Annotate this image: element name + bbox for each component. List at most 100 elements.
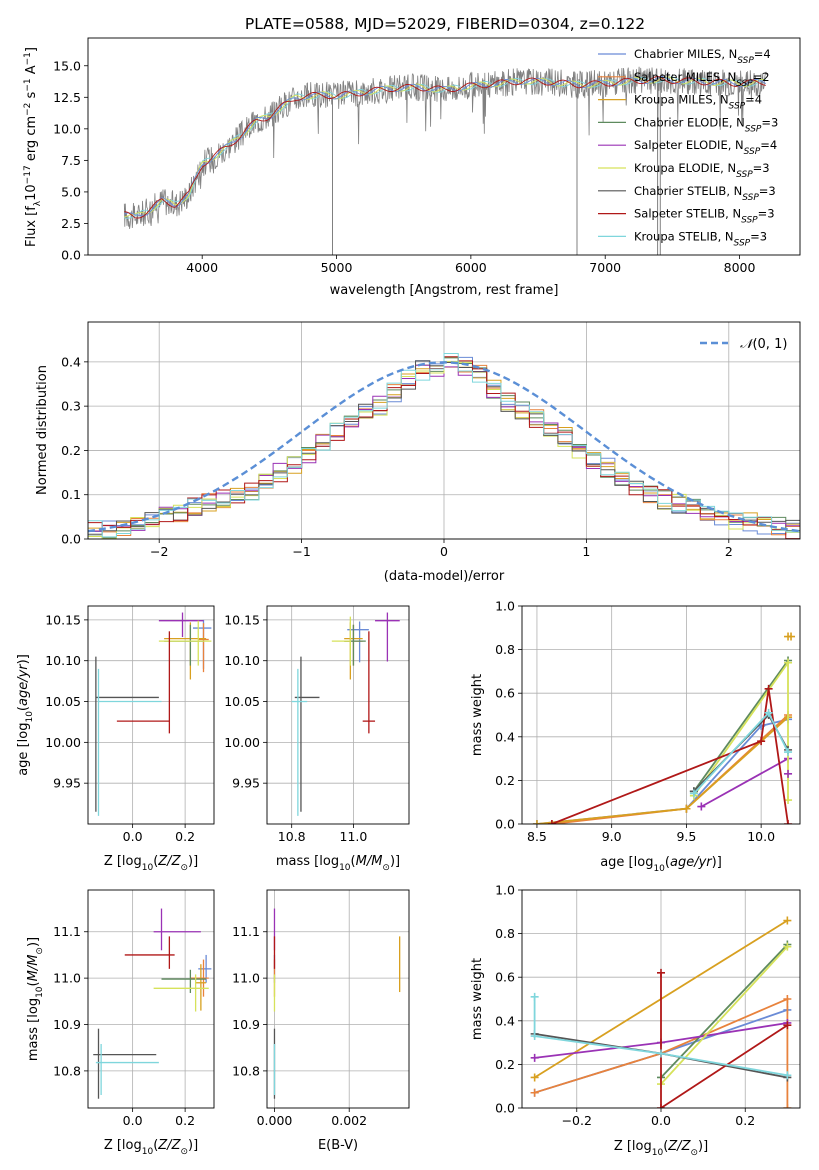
label-part: ( bbox=[663, 1139, 668, 1154]
label-part: age [log bbox=[600, 855, 653, 870]
x-tick-label: 1 bbox=[582, 544, 590, 559]
label-part: Z/Z bbox=[157, 854, 181, 869]
label-part: SSP bbox=[736, 79, 753, 89]
label-part: Z [log bbox=[614, 1139, 652, 1154]
mass-weight-point bbox=[547, 820, 556, 824]
axes-mass_vs_Z: 0.0 0.210.810.911.011.1Z [log10(Z/Z⊙)]mas… bbox=[26, 889, 215, 1157]
label-part: Kroupa ELODIE, N bbox=[634, 161, 736, 175]
axes-spectrum: 4000 5000 6000 7000 8000 0.0 2.5 5.0 7.5 10.0 12.5… bbox=[23, 37, 801, 298]
x-tick-label: 0.000 bbox=[257, 1113, 293, 1128]
label-part: =3 bbox=[758, 207, 775, 221]
y-tick-label: 1.0 bbox=[495, 599, 515, 614]
y-tick-label: 0.4 bbox=[61, 354, 81, 369]
x-tick-label: 2 bbox=[725, 544, 733, 559]
label-part: =3 bbox=[761, 115, 778, 129]
label-part: 10 bbox=[652, 1148, 664, 1158]
axes-residuals: −2 −1 0 1 2 0.0 0.1 0.2 0.3 0.4 𝒩(0, 1) (data-model… bbox=[35, 321, 801, 584]
label-part: )] bbox=[188, 854, 198, 869]
y-tick-label: 0.4 bbox=[495, 729, 515, 744]
axes-massweight_vs_Z: −0.2 0.0 0.2 0.0 0.2 0.4 0.6 0.8 1.0 Z [log10(Z/Z… bbox=[470, 883, 801, 1158]
label-part: =3 bbox=[750, 229, 767, 243]
label-part: erg cm bbox=[24, 116, 39, 165]
legend-label: Chabrier STELIB, NSSP=3 bbox=[634, 184, 776, 203]
axes-frame bbox=[266, 605, 410, 825]
y-tick-label: 12.5 bbox=[53, 90, 81, 105]
label-part: Z/Z bbox=[667, 1139, 691, 1154]
label-part: )] bbox=[712, 855, 722, 870]
mass-weight-point bbox=[783, 1071, 792, 1080]
mass-weight-line bbox=[551, 688, 789, 824]
label-part: ( bbox=[351, 854, 356, 869]
mass-weight-point bbox=[657, 1104, 665, 1108]
mass-weight-point bbox=[657, 1049, 665, 1058]
y-axis-label: Flux [fλ10−17 erg cm−2 s−1 A−1] bbox=[23, 47, 43, 247]
label-part: −1 bbox=[23, 52, 33, 65]
model-spectrum-line bbox=[124, 76, 766, 219]
label-part: =4 bbox=[760, 138, 777, 152]
y-axis-label: mass weight bbox=[470, 958, 485, 1040]
y-tick-label: 10.15 bbox=[45, 612, 81, 627]
mass-weight-point bbox=[530, 1088, 539, 1097]
y-tick-label: 10.10 bbox=[224, 653, 260, 668]
y-tick-label: 0.6 bbox=[495, 970, 515, 985]
mass-weight-line bbox=[700, 757, 789, 808]
x-tick-label: −2 bbox=[150, 544, 168, 559]
x-tick-label: 0.2 bbox=[175, 1113, 195, 1128]
x-axis-label: age [log10(age/yr)] bbox=[600, 855, 722, 874]
label-part: E(B-V) bbox=[318, 1138, 358, 1153]
label-part: ( bbox=[26, 981, 41, 986]
label-part: 10 bbox=[35, 986, 45, 998]
y-tick-label: 0.1 bbox=[61, 487, 81, 502]
mass-weight-line bbox=[660, 943, 789, 1079]
x-axis-label: Z [log10(Z/Z⊙)] bbox=[104, 854, 198, 873]
y-tick-label: 10.05 bbox=[224, 694, 260, 709]
y-tick-label: 10.10 bbox=[45, 653, 81, 668]
y-tick-label: 0.2 bbox=[495, 1057, 515, 1072]
label-part: =3 bbox=[759, 184, 776, 198]
label-part: )] bbox=[26, 937, 41, 947]
x-axis-label: mass [log10(M/M⊙)] bbox=[276, 854, 400, 873]
y-tick-label: 10.8 bbox=[232, 1063, 260, 1078]
axes-frame bbox=[87, 321, 801, 540]
plot-area bbox=[291, 612, 400, 816]
label-part: Chabrier ELODIE, N bbox=[634, 115, 745, 129]
y-tick-label: 0.2 bbox=[495, 773, 515, 788]
mass-weight-point bbox=[787, 632, 796, 641]
label-part: ( bbox=[153, 854, 158, 869]
mass-weight-point bbox=[784, 658, 793, 667]
label-part: ( bbox=[16, 706, 31, 711]
label-part: s bbox=[24, 91, 39, 102]
mass-weight-point bbox=[530, 1032, 539, 1041]
label-part: 10 bbox=[653, 864, 665, 874]
y-tick-label: 9.95 bbox=[53, 776, 81, 791]
mass-weight-line bbox=[536, 718, 789, 824]
label-part: M/M bbox=[26, 955, 41, 982]
y-tick-label: 11.0 bbox=[53, 971, 81, 986]
model-spectrum-line bbox=[124, 76, 767, 218]
y-tick-label: 10.00 bbox=[224, 735, 260, 750]
axes-mass_vs_ebv: 0.000 0.002 10.8 10.9 11.0 11.1 E(B-V) bbox=[232, 889, 410, 1153]
legend-label: Kroupa ELODIE, NSSP=3 bbox=[634, 161, 770, 180]
legend-label: Salpeter ELODIE, NSSP=4 bbox=[634, 138, 777, 157]
y-tick-label: 0.6 bbox=[495, 686, 515, 701]
label-part: age/yr bbox=[16, 663, 31, 706]
label-part: age [log bbox=[16, 723, 31, 776]
x-axis-label: E(B-V) bbox=[318, 1138, 358, 1153]
x-axis-label: wavelength [Angstrom, rest frame] bbox=[330, 283, 559, 298]
axes-frame bbox=[521, 605, 801, 825]
label-part: ] bbox=[24, 47, 39, 52]
mass-weight-point bbox=[784, 748, 793, 757]
y-tick-label: 0.8 bbox=[495, 642, 515, 657]
y-tick-label: 0.0 bbox=[495, 817, 515, 832]
mass-weight-point bbox=[530, 992, 539, 1001]
label-part: Kroupa STELIB, N bbox=[634, 229, 734, 243]
y-tick-label: 0.2 bbox=[61, 443, 81, 458]
label-part: Salpeter ELODIE, N bbox=[634, 138, 744, 152]
x-tick-label: 7000 bbox=[589, 260, 621, 275]
mass-weight-line bbox=[693, 659, 789, 792]
label-part: Salpeter STELIB, N bbox=[634, 207, 741, 221]
y-tick-label: 10.05 bbox=[45, 694, 81, 709]
x-tick-label: −0.2 bbox=[562, 1113, 592, 1128]
mass-weight-point bbox=[682, 804, 691, 813]
y-tick-label: 7.5 bbox=[61, 153, 81, 168]
